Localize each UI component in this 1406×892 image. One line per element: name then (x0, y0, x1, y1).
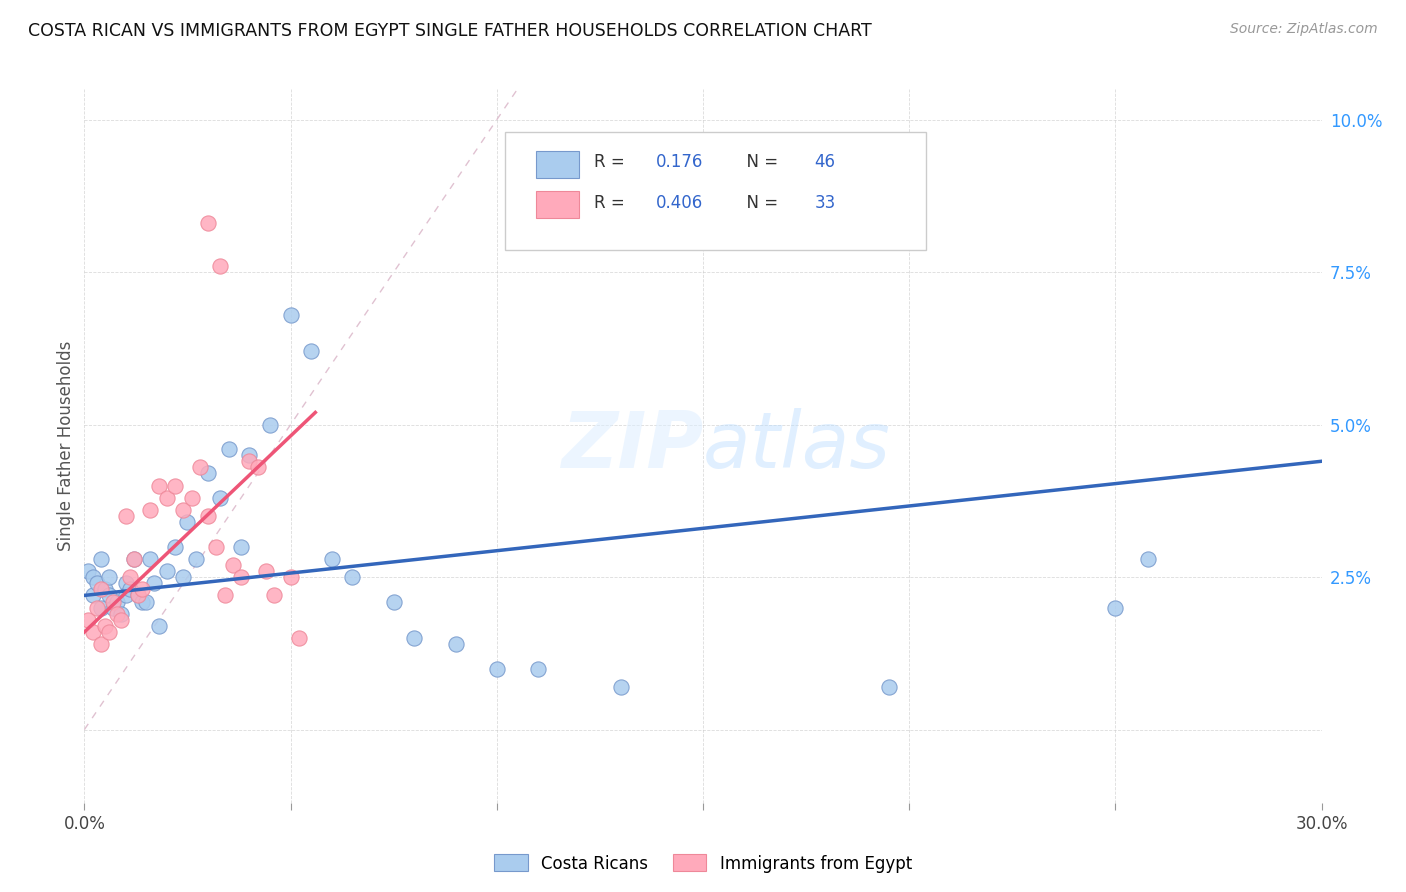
Text: R =: R = (595, 194, 630, 212)
Point (90, 600, 112, 615)
Text: N =: N = (737, 153, 783, 171)
Point (197, 509, 219, 524)
Y-axis label: Single Father Households: Single Father Households (56, 341, 75, 551)
Point (127, 589, 149, 603)
Point (184, 551, 207, 566)
Point (114, 589, 136, 603)
FancyBboxPatch shape (505, 132, 925, 250)
Point (82, 625, 104, 640)
Point (98, 570, 121, 584)
Point (103, 594, 125, 608)
Point (342, 570, 364, 584)
Point (90, 637, 112, 651)
Text: ZIP: ZIP (561, 408, 703, 484)
Point (94, 582, 117, 597)
Point (82, 570, 104, 584)
Text: 33: 33 (814, 194, 835, 212)
Point (77, 564, 100, 578)
Point (485, 662, 508, 676)
Text: 0.176: 0.176 (657, 153, 703, 171)
Text: atlas: atlas (703, 408, 891, 484)
Point (246, 460, 269, 475)
Point (222, 558, 245, 572)
Point (382, 594, 405, 608)
Point (148, 478, 170, 492)
Point (110, 607, 132, 621)
Point (139, 551, 162, 566)
Point (165, 478, 187, 492)
Point (180, 491, 202, 505)
Point (82, 589, 104, 603)
Point (209, 491, 232, 505)
Point (114, 576, 136, 591)
Point (205, 540, 228, 554)
Point (404, 631, 426, 645)
Point (172, 570, 194, 584)
Point (122, 551, 145, 566)
Point (105, 594, 128, 608)
Text: Source: ZipAtlas.com: Source: ZipAtlas.com (1230, 22, 1378, 37)
Point (156, 564, 179, 578)
Point (114, 509, 136, 524)
Point (127, 589, 149, 603)
Point (321, 551, 343, 566)
Point (143, 576, 166, 591)
Point (172, 503, 194, 517)
Point (105, 607, 128, 621)
Point (86, 576, 108, 591)
Point (609, 680, 631, 694)
Point (229, 570, 252, 584)
Point (131, 582, 153, 597)
Point (1137, 551, 1160, 566)
Text: 46: 46 (814, 153, 835, 171)
Point (176, 515, 198, 529)
Point (98, 625, 121, 640)
Point (94, 619, 117, 633)
FancyBboxPatch shape (536, 191, 579, 218)
Point (444, 637, 467, 651)
Point (527, 662, 550, 676)
Point (139, 503, 162, 517)
Point (103, 600, 125, 615)
Point (254, 564, 277, 578)
Point (877, 680, 900, 694)
Point (98, 589, 121, 603)
Point (131, 594, 153, 608)
Point (156, 491, 179, 505)
Text: 0.406: 0.406 (657, 194, 703, 212)
Point (280, 570, 302, 584)
Point (214, 589, 236, 603)
Point (148, 619, 170, 633)
Point (188, 460, 211, 475)
Point (110, 613, 132, 627)
Point (280, 308, 302, 322)
Point (263, 589, 285, 603)
Point (1104, 600, 1126, 615)
Point (299, 344, 322, 359)
Point (259, 417, 281, 432)
Point (218, 442, 240, 456)
Point (288, 631, 311, 645)
Point (197, 467, 219, 481)
Point (90, 551, 112, 566)
Point (122, 551, 145, 566)
Point (86, 600, 108, 615)
FancyBboxPatch shape (536, 152, 579, 178)
Point (197, 216, 219, 230)
Text: N =: N = (737, 194, 783, 212)
Point (118, 582, 141, 597)
Text: COSTA RICAN VS IMMIGRANTS FROM EGYPT SINGLE FATHER HOUSEHOLDS CORRELATION CHART: COSTA RICAN VS IMMIGRANTS FROM EGYPT SIN… (28, 22, 872, 40)
Point (135, 594, 157, 608)
Point (238, 448, 260, 462)
Point (209, 259, 232, 273)
Point (77, 613, 100, 627)
Point (238, 454, 260, 468)
Point (118, 570, 141, 584)
Point (229, 540, 252, 554)
Point (90, 582, 112, 597)
Point (165, 540, 187, 554)
Legend: Costa Ricans, Immigrants from Egypt: Costa Ricans, Immigrants from Egypt (488, 847, 918, 880)
Text: R =: R = (595, 153, 630, 171)
